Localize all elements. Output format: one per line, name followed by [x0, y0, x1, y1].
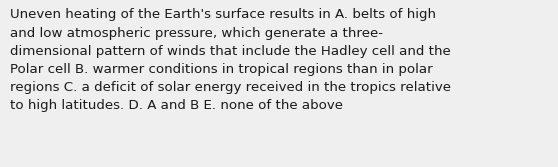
- Text: Uneven heating of the Earth's surface results in A. belts of high
and low atmosp: Uneven heating of the Earth's surface re…: [10, 8, 451, 112]
